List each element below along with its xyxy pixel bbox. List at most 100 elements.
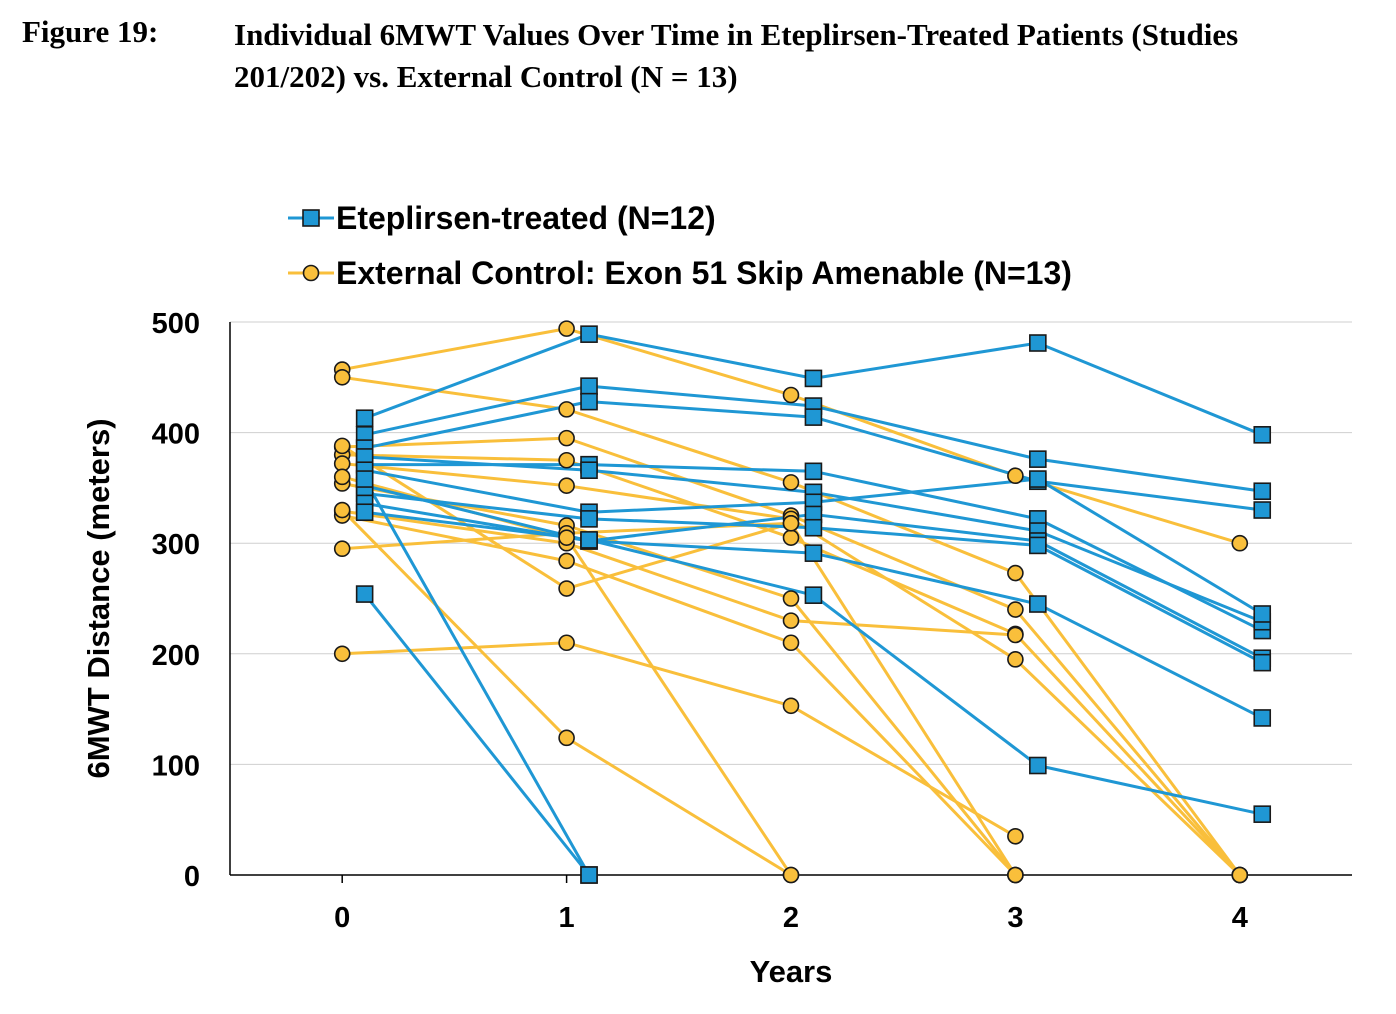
control-series-line	[566, 521, 792, 590]
control-series-line	[342, 453, 567, 462]
control-data-point	[558, 401, 575, 418]
eteplirsen-series-line	[813, 415, 1039, 483]
control-series-line	[566, 484, 792, 521]
control-series-line	[566, 436, 792, 517]
eteplirsen-data-point	[580, 531, 598, 549]
control-data-point	[558, 320, 575, 337]
control-data-point	[558, 634, 575, 652]
y-tick-label: 200	[152, 640, 200, 672]
control-data-point	[782, 386, 800, 404]
eteplirsen-data-point	[1029, 334, 1047, 352]
eteplirsen-series-line	[813, 551, 1039, 606]
eteplirsen-data-point	[1029, 756, 1047, 775]
control-data-point	[333, 468, 351, 486]
control-series-line	[789, 641, 1017, 877]
eteplirsen-series-line	[1037, 539, 1263, 660]
y-tick-label: 300	[152, 529, 200, 561]
control-data-point	[333, 540, 351, 558]
eteplirsen-data-point	[580, 866, 598, 884]
eteplirsen-data-point	[804, 544, 823, 562]
control-series-line	[565, 536, 793, 876]
eteplirsen-data-point	[580, 461, 598, 480]
control-data-point	[1007, 866, 1024, 884]
eteplirsen-data-point	[804, 369, 823, 388]
control-series-line	[342, 641, 567, 656]
eteplirsen-series-line	[364, 332, 590, 420]
eteplirsen-series-line	[813, 477, 1038, 504]
eteplirsen-data-point	[580, 377, 598, 395]
eteplirsen-data-point	[1029, 595, 1047, 613]
legend: Eteplirsen-treated (N=12) External Contro…	[288, 200, 1072, 291]
control-data-point	[782, 474, 800, 491]
eteplirsen-series-line	[364, 455, 590, 472]
control-data-point	[782, 612, 800, 629]
eteplirsen-data-point	[580, 392, 598, 411]
eteplirsen-series-line	[364, 484, 590, 543]
x-tick-label: 1	[559, 902, 575, 934]
control-data-point	[1231, 866, 1249, 884]
eteplirsen-data-point	[1253, 482, 1272, 501]
control-data-point	[333, 501, 351, 519]
control-series-line	[789, 522, 1017, 876]
eteplirsen-data-point	[804, 586, 823, 604]
y-tick-label: 500	[152, 308, 200, 340]
eteplirsen-data-point	[1253, 709, 1272, 727]
eteplirsen-data-point	[1029, 470, 1047, 488]
eteplirsen-series-line	[1037, 341, 1263, 437]
eteplirsen-series-line	[363, 478, 591, 876]
control-series-line	[1014, 658, 1241, 877]
control-data-point	[1007, 601, 1024, 618]
x-tick-label: 2	[783, 902, 799, 934]
eteplirsen-series-line	[588, 517, 814, 530]
eteplirsen-data-point	[355, 470, 374, 488]
eteplirsen-data-point	[1253, 426, 1272, 444]
legend-label-control: External Control: Exon 51 Skip Amenable …	[336, 255, 1072, 291]
eteplirsen-series-line	[813, 512, 1039, 543]
control-data-point	[333, 368, 351, 386]
control-series-line	[341, 327, 567, 372]
control-series-line	[790, 619, 1016, 637]
eteplirsen-series-line	[1037, 457, 1263, 493]
eteplirsen-series-line	[1037, 517, 1263, 632]
control-series-line	[790, 480, 1016, 575]
eteplirsen-series-line	[588, 500, 814, 514]
eteplirsen-data-point	[1253, 653, 1272, 672]
control-data-point	[1007, 626, 1024, 644]
x-tick-label: 0	[334, 902, 350, 934]
control-series-line	[1014, 572, 1242, 876]
control-data-point	[782, 590, 800, 607]
legend-label-eteplirsen: Eteplirsen-treated (N=12)	[336, 200, 716, 236]
eteplirsen-data-point	[804, 462, 823, 481]
control-data-point	[558, 580, 575, 597]
control-data-point	[1007, 467, 1024, 485]
control-data-point	[782, 514, 800, 532]
control-series-line	[790, 704, 1017, 838]
eteplirsen-series-line	[588, 384, 814, 408]
control-data-point	[782, 866, 800, 884]
control-series-line	[1014, 608, 1241, 876]
control-series-line	[790, 393, 1016, 478]
eteplirsen-series-line	[1037, 479, 1263, 512]
eteplirsen-series-line	[588, 538, 814, 597]
eteplirsen-series-line	[588, 539, 814, 555]
control-series-line	[566, 327, 792, 397]
eteplirsen-series-line	[813, 404, 1039, 461]
y-tick-label: 100	[152, 750, 200, 782]
eteplirsen-series-line	[364, 491, 590, 521]
eteplirsen-data-point	[355, 503, 374, 522]
series-lines	[341, 327, 1264, 877]
control-data-point	[782, 634, 800, 652]
control-series-line	[566, 641, 792, 708]
eteplirsen-series-line	[1037, 602, 1263, 720]
eteplirsen-series-line	[363, 593, 591, 876]
control-data-point	[558, 451, 575, 469]
eteplirsen-series-line	[364, 384, 590, 437]
control-series-line	[341, 514, 567, 563]
eteplirsen-series-line	[813, 469, 1039, 521]
control-series-line	[565, 736, 792, 877]
control-series-line	[1014, 632, 1241, 877]
eteplirsen-data-point	[1029, 450, 1047, 468]
eteplirsen-data-point	[1253, 605, 1272, 623]
x-tick-label: 4	[1232, 902, 1248, 934]
